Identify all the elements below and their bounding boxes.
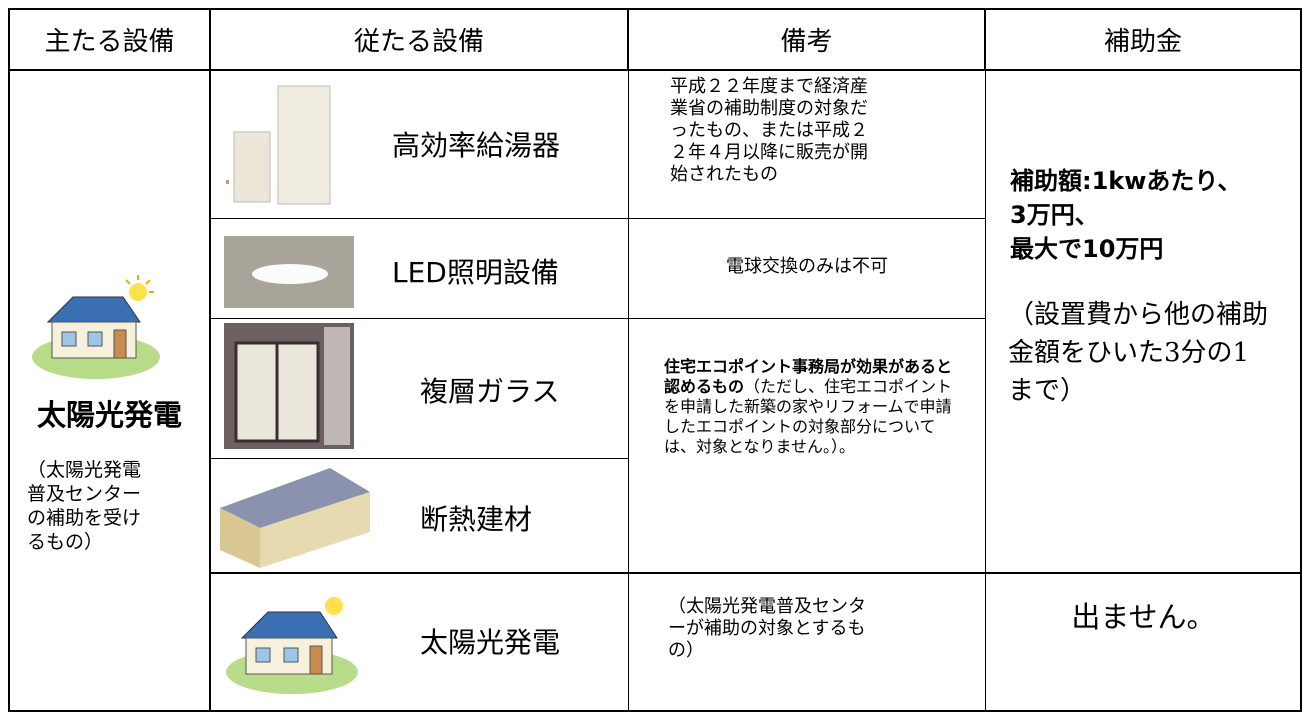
house-icon	[226, 597, 358, 694]
header-cell: 備考	[627, 8, 986, 71]
equipment-name: LED照明設備	[392, 256, 559, 289]
water-heater-image	[226, 85, 331, 205]
subsidy-note: （設置費から他の補助金額をひいた3分の1まで）	[1008, 300, 1269, 406]
equipment-name: 複層ガラス	[420, 375, 560, 408]
subsidy-line: 最大で10万円	[1010, 235, 1164, 263]
main-equipment-note: （太陽光発電普及センターの補助を受けるもの）	[27, 459, 142, 553]
led-image	[224, 236, 354, 308]
main-equipment-name: 太陽光発電	[36, 398, 182, 432]
remark: 住宅エコポイント事務局が効果があると認めるもの（ただし、住宅エコポイントを申請し…	[664, 357, 960, 457]
house-icon	[32, 275, 160, 379]
header-text: 補助金	[1103, 27, 1182, 57]
header-text: 従たる設備	[353, 27, 484, 57]
subsidy-line: 補助額:1kwあたり、	[1010, 167, 1242, 195]
remark-text: （ただし、住宅エコポイントを申請した新築の家やリフォームで申請したエコポイントの…	[664, 377, 953, 456]
remark: 電球交換のみは不可	[726, 256, 888, 277]
header-text: 備考	[780, 27, 833, 57]
header-cell: 従たる設備	[209, 8, 629, 71]
equipment-name: 高効率給湯器	[392, 129, 561, 162]
equipment-name: 断熱建材	[420, 503, 533, 536]
no-subsidy: 出ません。	[1071, 600, 1216, 634]
remark-bold: 住宅エコポイント事務局が効果があると認めるもの	[664, 357, 953, 396]
remark: 平成２２年度まで経済産業省の補助制度の対象だったもの、または平成２２年４月以降に…	[670, 76, 868, 185]
subsidy: 補助額:1kwあたり、 3万円、 最大で10万円	[1010, 164, 1241, 266]
cell	[985, 572, 1302, 712]
main-cell	[8, 69, 211, 712]
equipment-name: 太陽光発電	[420, 626, 561, 659]
glass-image	[224, 323, 354, 449]
remark: （太陽光発電普及センターが補助の対象とするもの）	[668, 596, 866, 661]
subsidy-line: 3万円、	[1010, 201, 1099, 229]
header-cell: 補助金	[984, 8, 1302, 71]
header-text: 主たる設備	[44, 27, 175, 57]
header-cell: 主たる設備	[8, 8, 211, 71]
insulation-image	[220, 468, 370, 568]
